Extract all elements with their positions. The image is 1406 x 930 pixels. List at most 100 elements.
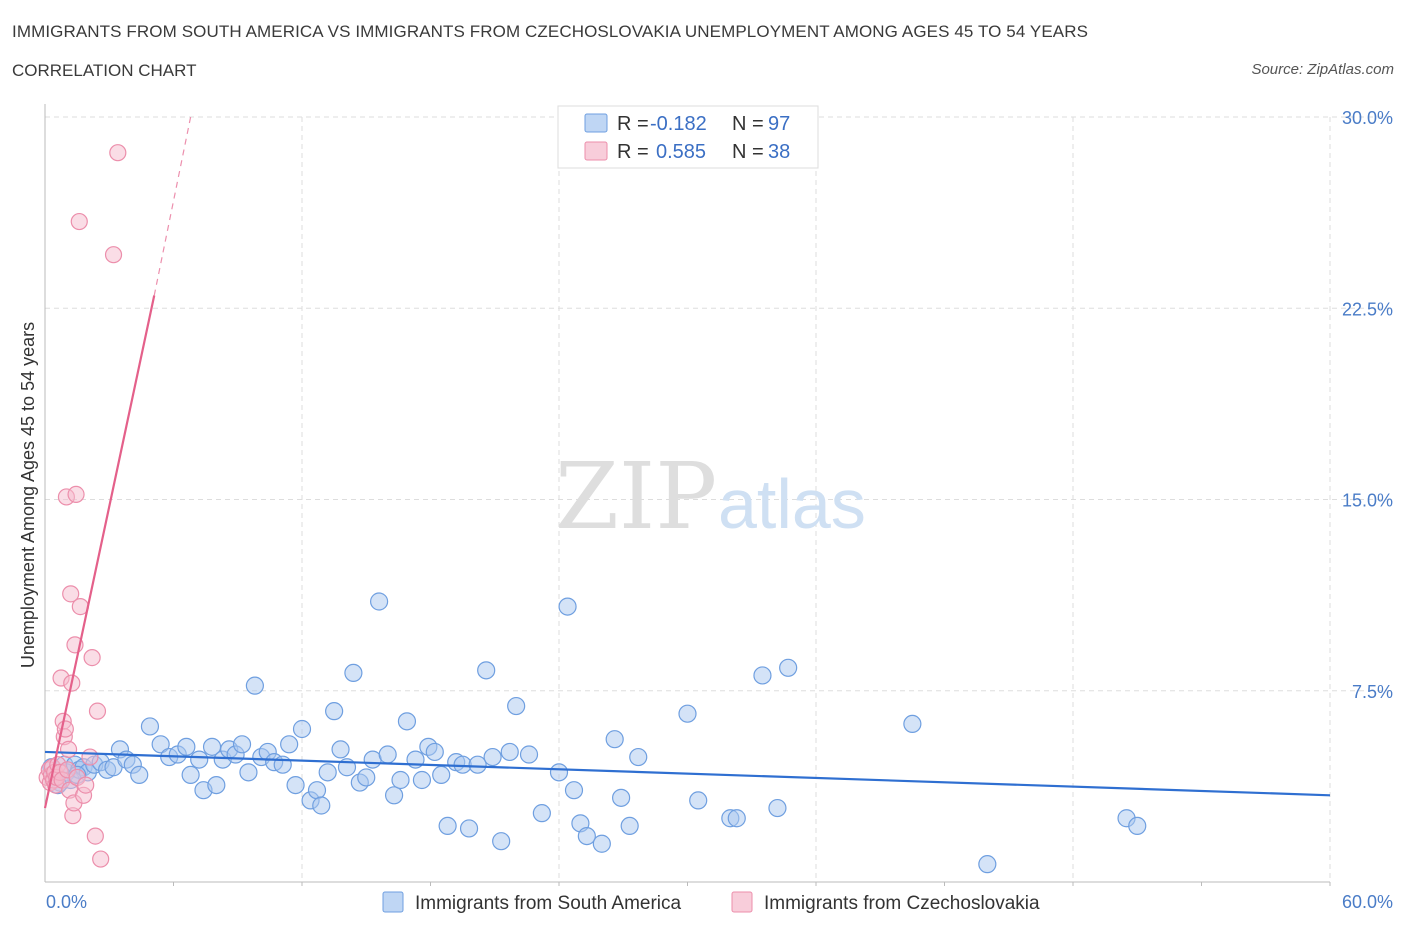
data-point-czechoslovakia: [81, 748, 99, 766]
legend-box: R = -0.182 N = 97 R = 0.585 N = 38: [557, 105, 819, 169]
data-point-south-america: [384, 786, 404, 805]
data-point-czechoslovakia: [109, 144, 127, 162]
data-point-south-america: [357, 768, 376, 787]
y-tick-label: 7.5%: [1352, 682, 1393, 702]
legend-swatch-czechoslovakia: [584, 141, 608, 161]
data-point-south-america: [768, 798, 787, 818]
watermark-atlas: atlas: [718, 465, 866, 543]
data-point-south-america: [532, 804, 551, 823]
data-point-czechoslovakia: [104, 246, 123, 264]
legend-swatch-south-america: [584, 113, 608, 133]
data-point-south-america: [438, 816, 457, 836]
data-point-south-america: [239, 763, 258, 782]
legend-r-value-czechoslovakia: 0.585: [656, 141, 706, 163]
data-point-czechoslovakia: [88, 702, 107, 720]
data-point-south-america: [727, 809, 746, 828]
x-tick-label: 60.0%: [1342, 892, 1393, 912]
trend-layer: [43, 116, 1331, 809]
data-point-south-america: [605, 730, 624, 749]
data-point-south-america: [370, 592, 389, 611]
data-point-south-america: [592, 834, 611, 853]
data-point-south-america: [425, 742, 444, 762]
data-point-south-america: [612, 788, 631, 807]
data-point-south-america: [397, 712, 417, 731]
data-point-south-america: [459, 819, 479, 838]
data-point-south-america: [468, 755, 487, 774]
data-point-south-america: [190, 750, 209, 769]
data-point-south-america: [177, 737, 196, 756]
series-south-america-points: [42, 592, 1147, 874]
legend-n-value-south-america: 97: [768, 113, 790, 135]
data-point-south-america: [318, 763, 337, 782]
data-point-south-america: [577, 826, 596, 846]
legend-r-label: R =: [617, 141, 649, 163]
bottom-legend: Immigrants from South America Immigrants…: [382, 891, 1040, 914]
data-point-south-america: [245, 676, 264, 695]
data-point-czechoslovakia: [86, 827, 104, 845]
chart-title: IMMIGRANTS FROM SOUTH AMERICA VS IMMIGRA…: [12, 22, 1089, 41]
data-point-czechoslovakia: [83, 648, 101, 667]
data-point-czechoslovakia: [92, 850, 110, 868]
data-point-czechoslovakia: [67, 485, 85, 503]
data-point-south-america: [331, 740, 350, 759]
data-point-czechoslovakia: [59, 740, 78, 759]
data-point-south-america: [492, 832, 511, 851]
legend-n-value-czechoslovakia: 38: [768, 141, 790, 163]
data-point-south-america: [207, 775, 226, 795]
data-point-south-america: [181, 765, 200, 785]
data-point-czechoslovakia: [77, 776, 95, 794]
chart-subtitle: CORRELATION CHART: [12, 61, 197, 80]
data-point-south-america: [391, 770, 410, 790]
data-point-south-america: [280, 735, 299, 754]
bottom-legend-swatch-czechoslovakia: [731, 891, 753, 913]
watermark: ZIP atlas: [555, 443, 866, 550]
legend-n-label: N =: [732, 141, 764, 163]
bottom-legend-label-south-america: Immigrants from South America: [415, 893, 682, 914]
data-point-south-america: [549, 763, 569, 782]
data-point-south-america: [753, 666, 772, 685]
data-point-south-america: [378, 745, 397, 764]
y-tick-label: 22.5%: [1342, 299, 1393, 319]
data-point-south-america: [130, 765, 149, 785]
data-point-south-america: [140, 717, 160, 736]
data-point-south-america: [432, 765, 451, 785]
data-point-south-america: [325, 702, 344, 721]
data-point-south-america: [412, 770, 432, 790]
data-point-south-america: [292, 719, 312, 739]
bottom-legend-label-czechoslovakia: Immigrants from Czechoslovakia: [764, 893, 1040, 914]
y-tick-label: 15.0%: [1342, 491, 1393, 511]
data-point-south-america: [620, 816, 639, 836]
x-tick-label: 0.0%: [46, 892, 87, 912]
data-point-south-america: [232, 735, 252, 754]
data-point-czechoslovakia: [70, 212, 88, 231]
data-point-south-america: [564, 781, 584, 800]
data-point-south-america: [519, 745, 539, 764]
y-axis-label: Unemployment Among Ages 45 to 54 years: [18, 322, 38, 668]
grid-layer: [45, 116, 1392, 882]
data-point-south-america: [307, 781, 327, 800]
data-point-south-america: [483, 747, 502, 767]
data-point-south-america: [689, 791, 708, 810]
data-point-south-america: [286, 775, 305, 795]
data-point-south-america: [629, 747, 648, 767]
legend-r-value-south-america: -0.182: [650, 113, 707, 135]
data-point-south-america: [1128, 816, 1147, 836]
data-point-south-america: [978, 855, 997, 874]
trendline-czechoslovakia: [43, 295, 156, 809]
data-point-czechoslovakia: [62, 585, 80, 603]
data-point-south-america: [344, 663, 363, 683]
watermark-zip: ZIP: [555, 443, 717, 550]
data-point-south-america: [903, 714, 922, 734]
y-tick-label: 30.0%: [1342, 108, 1393, 128]
data-point-south-america: [779, 658, 798, 677]
data-point-south-america: [477, 661, 496, 680]
legend-r-label: R =: [617, 113, 649, 135]
data-point-south-america: [558, 597, 577, 616]
data-point-south-america: [678, 704, 697, 723]
data-point-south-america: [507, 696, 526, 716]
data-point-south-america: [151, 735, 170, 754]
trendline-south-america: [44, 750, 1331, 797]
data-point-south-america: [312, 796, 331, 815]
labels-layer: 7.5% 15.0% 22.5% 30.0% 0.0% 60.0%: [46, 108, 1393, 912]
